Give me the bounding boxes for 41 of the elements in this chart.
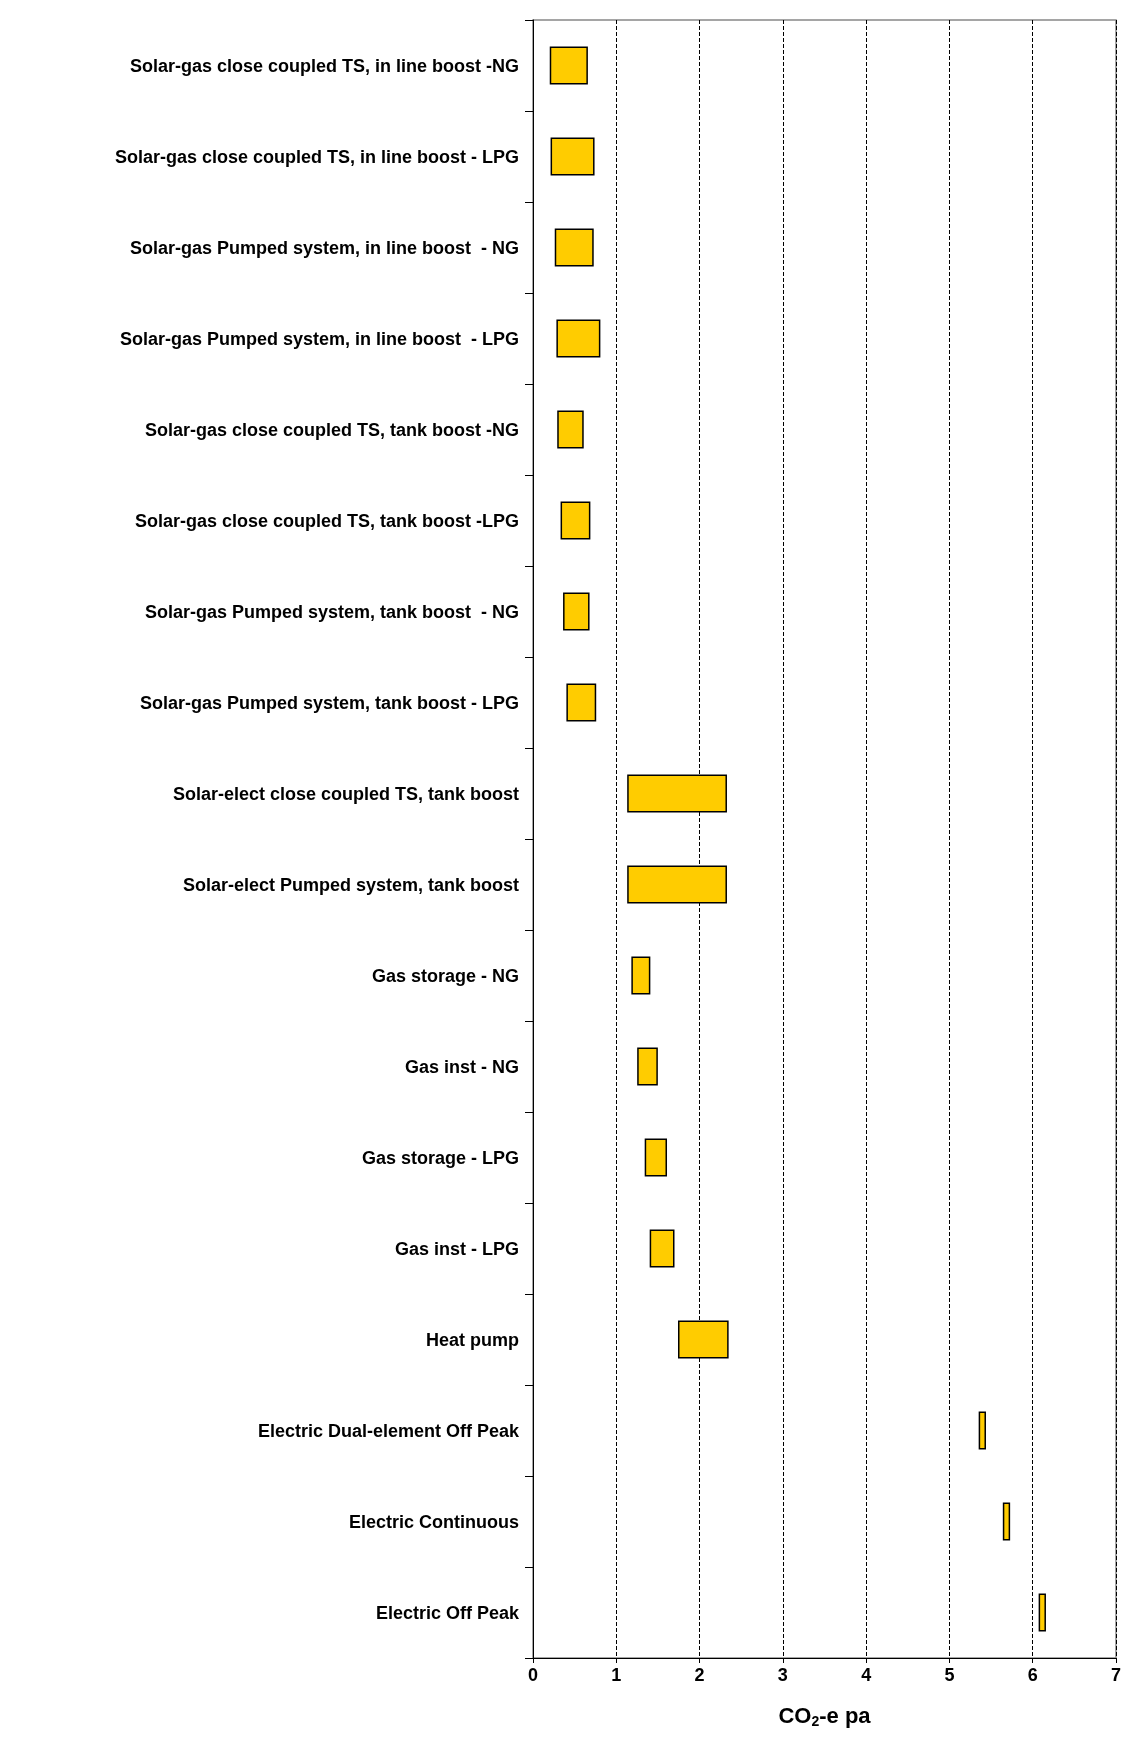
y-tick-label: Solar-gas close coupled TS, tank boost -NG bbox=[144, 419, 519, 440]
y-tick-label: Gas storage - LPG bbox=[361, 1147, 519, 1168]
x-tick-label: 1 bbox=[611, 1665, 622, 1685]
y-tick-label: Gas inst - NG bbox=[404, 1056, 519, 1077]
x-tick-label: 5 bbox=[944, 1665, 955, 1685]
y-tick-label: Solar-gas close coupled TS, tank boost -LPG bbox=[134, 510, 519, 531]
bar bbox=[644, 1138, 668, 1177]
y-tick-label: Gas inst - LPG bbox=[394, 1238, 519, 1259]
bar bbox=[637, 1047, 658, 1086]
y-tick-label: Solar-elect close coupled TS, tank boost bbox=[172, 783, 520, 804]
x-tick-label: 7 bbox=[1110, 1665, 1122, 1685]
bar bbox=[554, 228, 594, 267]
y-tick-label: Solar-gas Pumped system, in line boost - LPG bbox=[119, 328, 519, 349]
bar bbox=[560, 501, 591, 540]
y-tick-label: Electric Continuous bbox=[348, 1511, 519, 1532]
bar bbox=[649, 1229, 675, 1268]
y-tick-label: Heat pump bbox=[425, 1329, 519, 1350]
bar bbox=[1038, 1593, 1046, 1632]
bar bbox=[563, 592, 590, 631]
y-tick-label: Solar-gas close coupled TS, in line boost - LPG bbox=[114, 146, 519, 167]
y-tick-label: Solar-gas close coupled TS, in line boost -NG bbox=[129, 55, 519, 76]
bar bbox=[550, 137, 595, 176]
y-tick-label: Solar-gas Pumped system, tank boost - LPG bbox=[139, 692, 519, 713]
y-tick-label: Electric Off Peak bbox=[375, 1602, 520, 1623]
bar bbox=[1002, 1502, 1011, 1541]
x-tick-label: 4 bbox=[861, 1665, 872, 1685]
x-tick-label: 2 bbox=[694, 1665, 705, 1685]
bar bbox=[566, 683, 597, 722]
bar bbox=[549, 46, 588, 85]
bar bbox=[556, 319, 601, 358]
y-tick-label: Solar-gas Pumped system, tank boost - NG bbox=[144, 601, 519, 622]
x-tick-label: 6 bbox=[1027, 1665, 1038, 1685]
y-tick-label: Electric Dual-element Off Peak bbox=[257, 1420, 520, 1441]
bar bbox=[631, 956, 651, 995]
x-tick-label: 3 bbox=[777, 1665, 788, 1685]
bar bbox=[978, 1411, 986, 1450]
y-tick-label: Solar-gas Pumped system, in line boost - NG bbox=[129, 237, 519, 258]
bar bbox=[557, 410, 584, 449]
x-tick-label: 0 bbox=[527, 1665, 539, 1685]
y-tick-label: Gas storage - NG bbox=[371, 965, 519, 986]
y-tick-label: Solar-elect Pumped system, tank boost bbox=[182, 874, 520, 895]
